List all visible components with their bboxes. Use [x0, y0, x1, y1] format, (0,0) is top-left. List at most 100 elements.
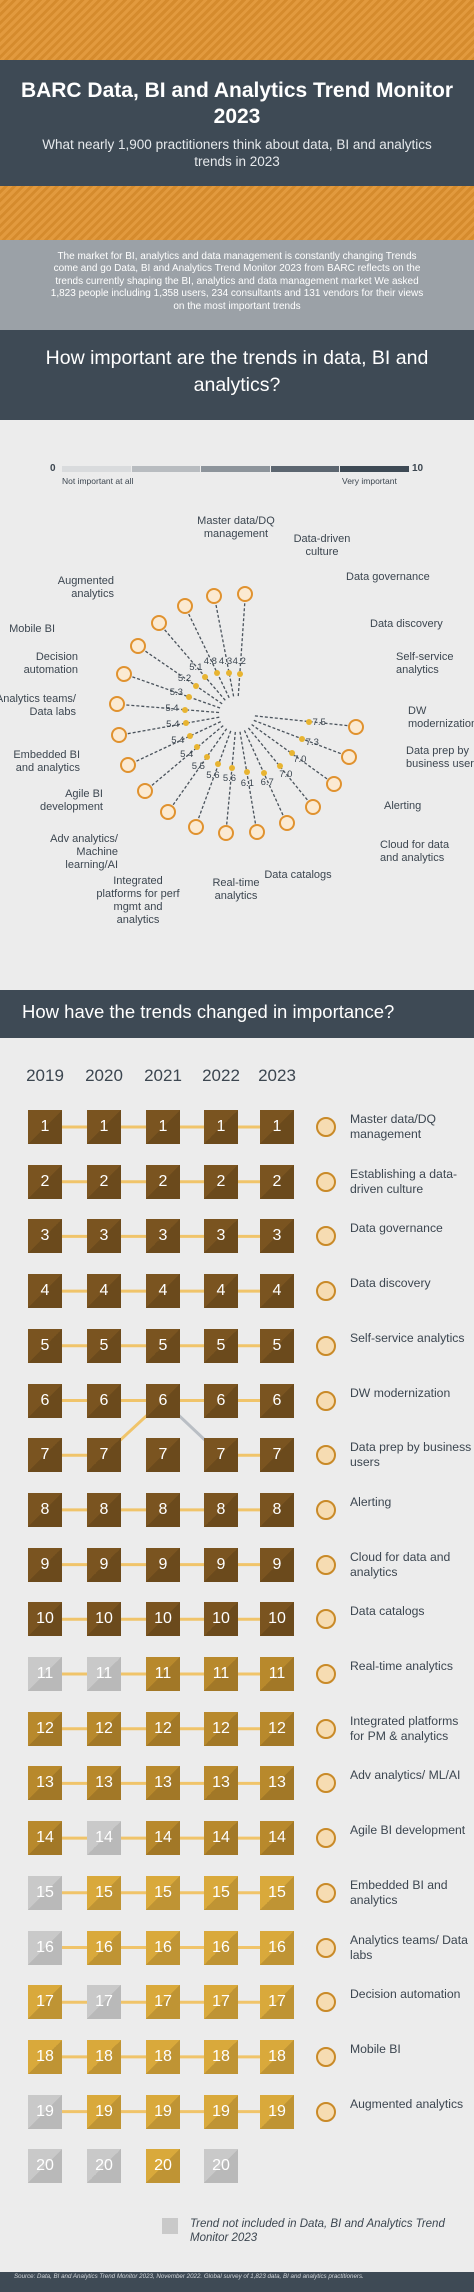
rank-box: 4 — [204, 1274, 238, 1309]
rank-box: 6 — [87, 1383, 121, 1418]
scale-segment — [201, 466, 270, 472]
rank-box: 14 — [146, 1821, 180, 1856]
rank-box: 14 — [260, 1821, 294, 1856]
trend-label: Real-time analytics — [350, 1659, 453, 1673]
scale-min: 0 — [50, 463, 56, 474]
radial-category-label: Cloud for data and analytics — [380, 839, 450, 864]
scale-segment — [131, 466, 201, 472]
year-label: 2021 — [144, 1066, 182, 1085]
radial-value: 7.0 — [279, 769, 293, 781]
rank-box: 14 — [87, 1821, 121, 1856]
rank-box: 1 — [87, 1110, 121, 1144]
radial-value: 5.1 — [189, 661, 203, 673]
radial-point — [305, 718, 312, 725]
scale-segment — [270, 466, 340, 472]
rank-box: 6 — [146, 1383, 180, 1418]
rank-box: 7 — [260, 1438, 294, 1473]
rank-box: 15 — [204, 1875, 238, 1910]
trend-label: Data discovery — [350, 1276, 431, 1291]
rank-box: 18 — [87, 2039, 121, 2074]
radial-point — [288, 750, 295, 757]
rank-box: 6 — [204, 1383, 238, 1418]
trend-label: Self-service analytics — [350, 1330, 465, 1345]
trend-label: Data catalogs — [350, 1604, 425, 1619]
rank-box: 16 — [87, 1930, 121, 1965]
year-label: 2020 — [85, 1066, 123, 1085]
radial-category-label: Data-driven culture — [293, 533, 351, 558]
trend-icon — [316, 1937, 336, 1958]
rank-box: 4 — [28, 1274, 62, 1309]
trend-label: Integrated platforms for PM & analytics — [350, 1713, 459, 1743]
rank-box: 11 — [87, 1657, 121, 1691]
rank-box: 12 — [260, 1711, 294, 1746]
trend-icon — [187, 818, 204, 835]
radial-value: 5.4 — [171, 735, 185, 747]
radial-point — [243, 768, 250, 775]
radial-category-label: Data governance — [346, 571, 430, 583]
section1-header — [0, 330, 474, 420]
rank-box: 13 — [146, 1766, 180, 1801]
rank-box: 10 — [204, 1602, 238, 1637]
rank-box: 19 — [146, 2094, 180, 2129]
rank-box: 4 — [146, 1274, 180, 1309]
rank-box: 20 — [87, 2149, 121, 2184]
rank-box: 8 — [87, 1492, 121, 1527]
rank-box: 10 — [260, 1602, 294, 1637]
rank-box: 5 — [260, 1328, 294, 1363]
radial-category-label: Self-service analytics — [396, 651, 454, 676]
trend-icon — [316, 1171, 336, 1192]
radial-value: 4.2 — [232, 655, 246, 667]
rank-box: 9 — [28, 1547, 62, 1582]
rank-box: 7 — [87, 1438, 121, 1473]
radial-category-label: Data discovery — [370, 618, 443, 630]
trend-label: Augmented analytics — [350, 2096, 464, 2111]
radial-value: 6.1 — [240, 777, 254, 789]
rank-box: 17 — [204, 1985, 238, 2020]
rank-box: 3 — [146, 1219, 180, 1254]
rank-box: 6 — [260, 1383, 294, 1418]
radial-value: 5.5 — [191, 761, 205, 772]
rank-box: 11 — [146, 1657, 180, 1691]
radial-category-label: Embedded BI and analytics — [13, 749, 80, 774]
section1-question: How important are the trends in data, BI… — [45, 347, 429, 396]
rank-box: 19 — [260, 2094, 294, 2129]
radial-value: 5.4 — [166, 719, 180, 731]
trend-icon — [316, 2101, 336, 2122]
radial-spoke — [117, 703, 220, 714]
trend-label: Master data/DQ management — [350, 1112, 437, 1141]
rank-box: 7 — [204, 1438, 238, 1473]
trend-label: Mobile BI — [350, 2041, 401, 2056]
radial-spoke — [167, 728, 228, 813]
trend-label: Analytics teams/ Data labs — [350, 1932, 468, 1962]
trend-icon — [115, 665, 132, 682]
scale-high-label: Very important — [342, 476, 397, 486]
trend-label: Adv analytics/ ML/AI — [350, 1768, 461, 1783]
radial-hub — [221, 698, 253, 730]
radial-spoke — [128, 721, 221, 766]
trend-label: Agile BI development — [350, 1823, 466, 1838]
rank-box: 15 — [260, 1875, 294, 1910]
trend-label: Embedded BI and analytics — [350, 1877, 448, 1907]
legend-swatch — [162, 2218, 178, 2234]
rank-box: 17 — [260, 1985, 294, 2020]
rank-box: 18 — [260, 2039, 294, 2074]
trend-icon — [316, 1281, 336, 1302]
trend-icon — [150, 614, 167, 631]
radial-point — [299, 735, 306, 742]
trend-label: Alerting — [350, 1494, 392, 1509]
radial-category-label: Mobile BI — [9, 623, 55, 635]
legend-text: Trend not included in Data, BI and Analy… — [190, 2218, 445, 2244]
trend-icon — [159, 804, 176, 821]
rank-box: 8 — [204, 1492, 238, 1527]
radial-point — [186, 693, 193, 700]
radial-category-label: Real-time analytics — [212, 877, 260, 902]
radial-category-label: Analytics teams/ Data labs — [0, 693, 76, 718]
radial-category-label: Data prep by business users — [406, 745, 474, 770]
rank-box: 14 — [204, 1821, 238, 1856]
trend-icon — [316, 1773, 336, 1794]
radial-spoke — [237, 594, 247, 697]
rank-box: 5 — [28, 1328, 62, 1363]
radial-point — [182, 706, 189, 713]
intro-text: The market for BI, analytics and data ma… — [50, 251, 424, 312]
